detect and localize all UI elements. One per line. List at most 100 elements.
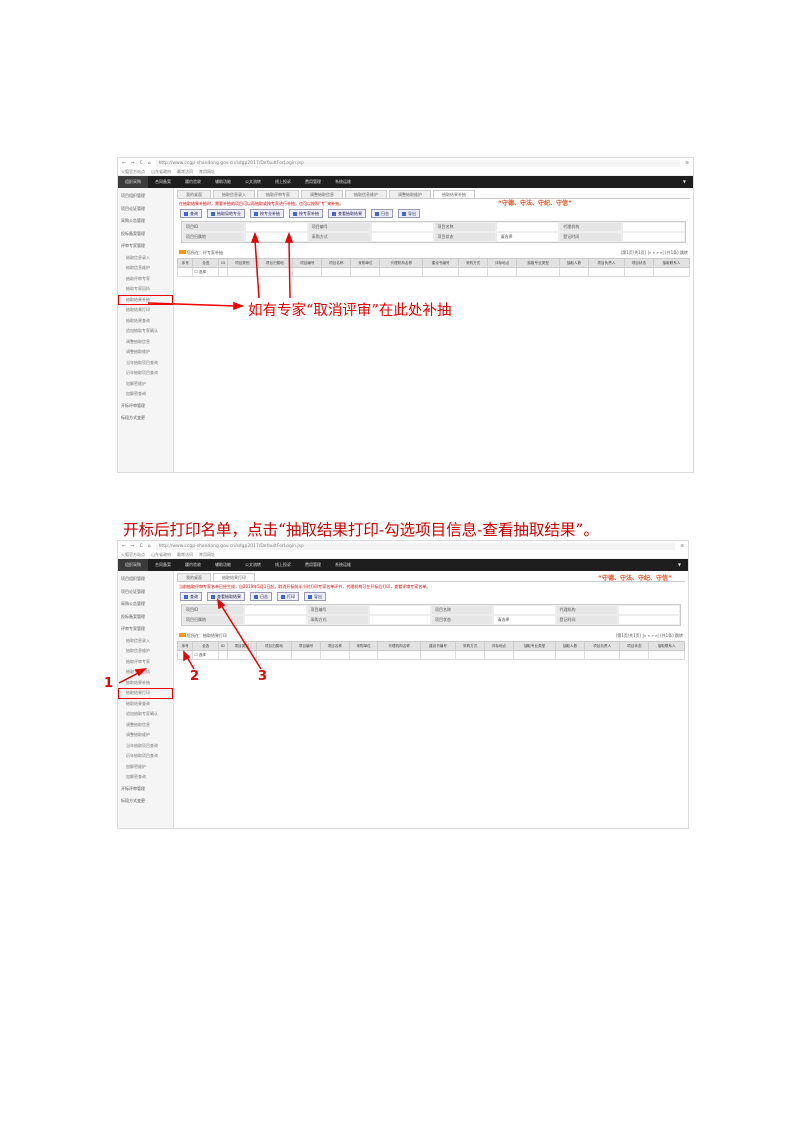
home-icon[interactable]: ⌂ [147,543,151,549]
toolbar-button[interactable]: 打印 [277,592,299,601]
nav-item[interactable]: 费用管理 [305,179,321,184]
reload-icon[interactable]: C [139,543,143,549]
sidebar-item[interactable]: 当年抽取项目查询 [126,359,158,365]
toolbar-button[interactable]: 查询 [180,209,202,218]
user-icon[interactable]: ▼ [677,562,681,567]
tab[interactable]: 调整抽取维护 [389,190,431,198]
nav-item[interactable]: 费用管理 [305,562,321,567]
filter-input[interactable] [617,615,680,625]
go-button[interactable]: 跳转 [680,250,688,255]
address-bar[interactable]: ← → C ⌂ http://www.ccgp-shandong.gov.cn/sdgp… [118,541,688,551]
sidebar-item[interactable]: 调整抽取维护 [126,349,150,354]
bookmark[interactable]: 常用网址 [199,551,215,557]
forward-icon[interactable]: → [130,160,135,166]
sidebar-item[interactable]: 追加抽取专家确认 [126,711,158,716]
tab[interactable]: 我的桌面 [177,190,211,198]
nav-item[interactable]: 系统运维 [335,562,351,567]
menu-icon[interactable]: ≡ [680,543,684,549]
nav-item[interactable]: 组织采购 [118,559,148,571]
toolbar-button[interactable]: 导出 [398,209,420,218]
sidebar-group[interactable]: 采购公告管理 [121,601,145,606]
bookmark[interactable]: 山东省政府 [151,551,171,557]
toolbar-button[interactable]: 查看抽取结果 [328,209,366,218]
nav-item[interactable]: 合同备案 [155,562,171,567]
filter-input[interactable] [368,605,431,615]
nav-item[interactable]: 公文流转 [245,562,261,567]
filter-input[interactable] [244,605,307,615]
pager[interactable]: (第1页/共1页) |« « » »| (共1条) [620,250,679,255]
toolbar-button[interactable]: 抽取局地专业 [207,209,245,218]
user-icon[interactable]: ▼ [682,179,686,184]
filter-input[interactable] [370,232,434,242]
sidebar-group[interactable]: 项目论证管理 [121,588,145,594]
nav-item[interactable]: 公文流转 [245,179,261,184]
sidebar-item[interactable]: 历年抽取项目查询 [126,753,158,758]
sidebar-item[interactable]: 抽取信息维护 [126,265,150,270]
url-field[interactable]: http://www.ccgp-shandong.gov.cn/sdgp2017… [155,159,681,167]
nav-item[interactable]: 履约验收 [185,562,201,567]
sidebar-group[interactable]: 采购公告管理 [121,218,145,223]
address-bar[interactable]: ← → C ⌂ http://www.ccgp-shandong.gov.cn/sdgp… [118,158,693,168]
sidebar-group[interactable]: 评审专家管理 [121,243,145,248]
sidebar-item[interactable]: 当年抽取项目查询 [126,742,158,748]
toolbar-button[interactable]: 日志 [371,209,393,218]
forward-icon[interactable]: → [130,543,135,549]
filter-input[interactable] [493,605,556,615]
sidebar-group[interactable]: 项目组织管理 [121,193,145,198]
tab[interactable]: 抽取评审专家 [257,190,299,198]
bookmark[interactable]: 常用网址 [199,168,215,174]
bookmark[interactable]: 最常访问 [177,551,193,557]
sidebar-item[interactable]: 调整抽取维护 [126,732,150,737]
sidebar-group[interactable]: 项目组织管理 [121,576,145,581]
back-icon[interactable]: ← [122,543,126,549]
tab[interactable]: 调整抽取信息 [301,190,343,198]
filter-input[interactable] [622,222,685,232]
back-icon[interactable]: ← [122,160,126,166]
sidebar-item[interactable]: 抽取结果补抽 [126,679,150,685]
sidebar-item[interactable]: 加解密维护 [126,380,146,386]
bookmark[interactable]: 最常访问 [177,168,193,174]
sidebar-item[interactable]: 加解密维护 [126,763,146,769]
toolbar-button[interactable]: 查看抽取结果 [207,592,245,601]
sidebar-group[interactable]: 开标评审管理 [121,402,145,408]
sidebar-group[interactable]: 评审专家管理 [121,626,145,631]
sidebar-item[interactable]: 抽取结果打印 [118,688,173,699]
nav-item[interactable]: 合同备案 [155,179,171,184]
nav-item[interactable]: 辅助功能 [215,562,231,567]
sidebar-item[interactable]: 抽取结果打印 [126,307,150,312]
filter-input[interactable] [370,222,434,232]
row-checkbox[interactable]: ☐ 选择 [192,650,219,660]
toolbar-button[interactable]: 按专家补抽 [289,209,323,218]
toolbar-button[interactable]: 导出 [304,592,326,601]
nav-item[interactable]: 辅助功能 [215,179,231,184]
sidebar-item[interactable]: 抽取评审专家 [126,275,150,281]
go-button[interactable]: 跳转 [675,633,683,638]
nav-item[interactable]: 系统运维 [335,179,351,184]
bookmark[interactable]: 山东省政府 [151,168,171,174]
sidebar-item[interactable]: 调整抽取信息 [126,338,150,344]
filter-input[interactable] [244,615,307,625]
tab[interactable]: 我的桌面 [177,573,211,581]
sidebar-item[interactable]: 追加抽取专家确认 [126,328,158,333]
sidebar-item[interactable]: 抽取结果查询 [126,317,150,323]
bookmark[interactable]: 火狐官方站点 [121,551,145,557]
sidebar-item[interactable]: 抽取信息录入 [126,254,150,260]
filter-input[interactable] [617,605,680,615]
sidebar-item[interactable]: 抽取信息录入 [126,637,150,643]
home-icon[interactable]: ⌂ [147,160,151,166]
nav-item[interactable]: 线上投诉 [275,562,291,567]
tab[interactable]: 抽取结果补抽 [433,190,475,198]
sidebar-item[interactable]: 抽取结果补抽 [118,294,173,305]
filter-input[interactable]: 请选择 [493,615,556,625]
filter-input[interactable] [244,222,308,232]
menu-icon[interactable]: ≡ [685,160,689,166]
nav-item[interactable]: 组织采购 [118,176,148,188]
tab[interactable]: 抽取信息录入 [213,190,255,198]
sidebar-group[interactable]: 项目论证管理 [121,205,145,211]
tab[interactable]: 抽取结果打印 [213,573,255,581]
toolbar-button[interactable]: 按专业补抽 [250,209,284,218]
sidebar-item[interactable]: 加解密查询 [126,391,146,396]
sidebar-group[interactable]: 开标评审管理 [121,785,145,791]
nav-item[interactable]: 线上投诉 [275,179,291,184]
reload-icon[interactable]: C [139,160,143,166]
